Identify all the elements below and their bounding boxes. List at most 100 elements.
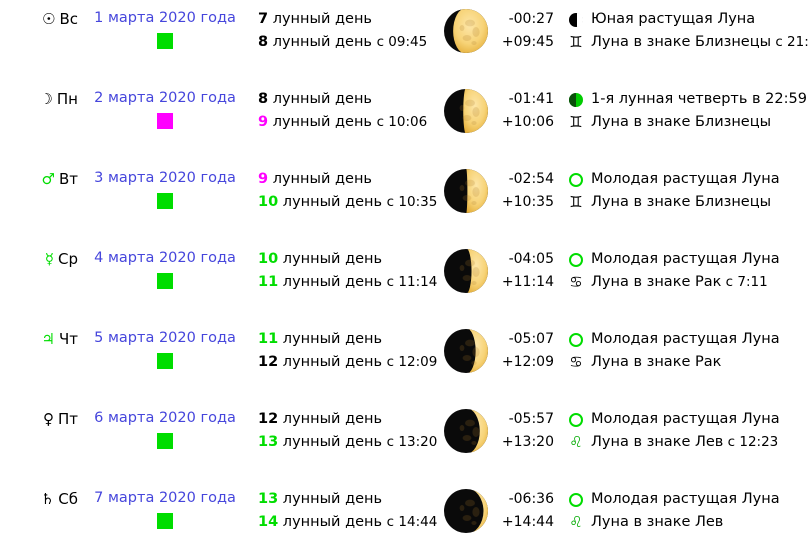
lunar-calendar-table: ☉ Вс 1 марта 2020 года 7 лунный день 8 лу… bbox=[0, 8, 808, 533]
lunar-days-cell: 12 лунный день 13 лунный день с 13:20 bbox=[258, 408, 438, 454]
moon-phase-waxing-gibbous bbox=[444, 409, 488, 453]
lunar-day-number: 8 bbox=[258, 34, 269, 50]
moon-phase-waxing-gibbous bbox=[444, 249, 488, 293]
lunar-day-label: лунный день bbox=[282, 434, 383, 450]
date-link[interactable]: 3 марта 2020 года bbox=[94, 170, 236, 186]
moon-info-cell: 1-я лунная четверть в 22:59 ♊ Луна в зна… bbox=[566, 88, 808, 134]
zodiac-line: ♊ Луна в знаке Близнецы bbox=[566, 191, 808, 214]
moonrise-offset: -02:54 bbox=[508, 171, 554, 187]
moon-info-cell: Молодая растущая Луна ♋ Луна в знаке Рак… bbox=[566, 248, 808, 294]
day-quality-chip bbox=[157, 33, 173, 49]
moonset-offset: +09:45 bbox=[501, 34, 554, 50]
date-link[interactable]: 4 марта 2020 года bbox=[94, 250, 236, 266]
weekday-label: Пн bbox=[56, 90, 78, 108]
day-quality-chip bbox=[157, 433, 173, 449]
lunar-day-line: 11 лунный день с 11:14 bbox=[258, 271, 438, 294]
lunar-day-label: лунный день bbox=[282, 491, 383, 507]
lunar-day-line: 7 лунный день bbox=[258, 8, 438, 31]
date-cell: 4 марта 2020 года bbox=[80, 250, 250, 289]
moon-growing-icon bbox=[569, 252, 583, 267]
lunar-day-number: 9 bbox=[258, 114, 269, 130]
zodiac-label: Луна в знаке Лев с 12:23 bbox=[591, 431, 778, 454]
moon-times-cell: -04:05 +11:14 bbox=[492, 248, 554, 294]
date-link[interactable]: 7 марта 2020 года bbox=[94, 490, 236, 506]
weekday-cell: ☽ Пн bbox=[0, 90, 78, 108]
lunar-day-label: лунный день bbox=[282, 514, 383, 530]
date-link[interactable]: 5 марта 2020 года bbox=[94, 330, 236, 346]
lunar-day-line: 13 лунный день bbox=[258, 488, 438, 511]
lunar-day-time: с 10:06 bbox=[376, 114, 428, 130]
moonset-offset: +13:20 bbox=[501, 434, 554, 450]
lunar-day-time: с 10:35 bbox=[386, 194, 438, 210]
lunar-day-time: с 12:09 bbox=[386, 354, 438, 370]
zodiac-sign-text: Луна в знаке Близнецы bbox=[591, 114, 772, 130]
gemini-icon: ♊ bbox=[569, 113, 583, 131]
lunar-day-time: с 11:14 bbox=[386, 274, 438, 290]
lunar-day-label: лунный день bbox=[282, 274, 383, 290]
day-quality-chip bbox=[157, 513, 173, 529]
day-quality-chip bbox=[157, 273, 173, 289]
lunar-day-label: лунный день bbox=[282, 251, 383, 267]
lunar-day-label: лунный день bbox=[272, 11, 372, 27]
date-link[interactable]: 6 марта 2020 года bbox=[94, 410, 236, 426]
weekday-cell: ☿ Ср bbox=[0, 250, 78, 268]
saturn-icon: ♄ bbox=[40, 490, 55, 508]
zodiac-time: с 7:11 bbox=[721, 274, 768, 290]
lunar-day-line: 9 лунный день с 10:06 bbox=[258, 111, 438, 134]
lunar-day-line: 10 лунный день с 10:35 bbox=[258, 191, 438, 214]
zodiac-sign-text: Луна в знаке Лев bbox=[591, 434, 724, 450]
date-cell: 6 марта 2020 года bbox=[80, 410, 250, 449]
zodiac-time: с 12:23 bbox=[723, 434, 779, 450]
moon-info-cell: Молодая растущая Луна ♌ Луна в знаке Лев… bbox=[566, 408, 808, 454]
venus-icon: ♀ bbox=[42, 410, 54, 428]
date-link[interactable]: 2 марта 2020 года bbox=[94, 90, 236, 106]
moon-image-cell bbox=[443, 488, 489, 534]
date-cell: 3 марта 2020 года bbox=[80, 170, 250, 209]
date-link[interactable]: 1 марта 2020 года bbox=[94, 10, 236, 26]
gemini-icon: ♊ bbox=[569, 33, 583, 51]
zodiac-line: ♋ Луна в знаке Рак с 7:11 bbox=[566, 271, 808, 294]
weekday-label: Чт bbox=[58, 330, 78, 348]
gemini-icon: ♊ bbox=[569, 193, 583, 211]
sun-icon: ☉ bbox=[42, 10, 56, 28]
lunar-days-cell: 13 лунный день 14 лунный день с 14:44 bbox=[258, 488, 438, 534]
lunar-days-cell: 7 лунный день 8 лунный день с 09:45 bbox=[258, 8, 438, 54]
moonrise-offset: -05:57 bbox=[508, 411, 554, 427]
calendar-day-row: ♄ Сб 7 марта 2020 года 13 лунный день 14 … bbox=[0, 480, 808, 560]
moon-growing-icon bbox=[569, 332, 583, 347]
lunar-day-number: 9 bbox=[258, 171, 269, 187]
zodiac-label: Луна в знаке Лев bbox=[591, 511, 723, 534]
phase-label: Молодая растущая Луна bbox=[591, 331, 780, 347]
zodiac-label: Луна в знаке Близнецы с 21:58 bbox=[591, 31, 808, 54]
moon-image-cell bbox=[443, 168, 489, 214]
weekday-label: Вт bbox=[58, 170, 78, 188]
zodiac-label: Луна в знаке Близнецы bbox=[591, 191, 771, 214]
date-cell: 2 марта 2020 года bbox=[80, 90, 250, 129]
phase-line: 1-я лунная четверть в 22:59 bbox=[566, 88, 808, 111]
moon-image-cell bbox=[443, 248, 489, 294]
zodiac-sign-text: Луна в знаке Лев bbox=[591, 514, 724, 530]
lunar-day-line: 8 лунный день bbox=[258, 88, 438, 111]
lunar-day-number: 12 bbox=[258, 411, 279, 427]
moon-phase-first-quarter bbox=[444, 89, 488, 133]
moon-info-cell: Юная растущая Луна ♊ Луна в знаке Близне… bbox=[566, 8, 808, 54]
lunar-days-cell: 10 лунный день 11 лунный день с 11:14 bbox=[258, 248, 438, 294]
date-cell: 5 марта 2020 года bbox=[80, 330, 250, 369]
phase-label: Молодая растущая Луна bbox=[591, 171, 780, 187]
weekday-cell: ♀ Пт bbox=[0, 410, 78, 428]
lunar-day-number: 11 bbox=[258, 331, 279, 347]
zodiac-line: ♋ Луна в знаке Рак bbox=[566, 351, 808, 374]
day-quality-chip bbox=[157, 353, 173, 369]
moon-times-cell: -01:41 +10:06 bbox=[492, 88, 554, 134]
lunar-day-number: 7 bbox=[258, 11, 269, 27]
moon-phase-waxing-crescent bbox=[444, 9, 488, 53]
lunar-day-line: 11 лунный день bbox=[258, 328, 438, 351]
moon-phase-waxing-gibbous bbox=[444, 329, 488, 373]
moon-icon: ☽ bbox=[39, 90, 53, 108]
moon-times-cell: -00:27 +09:45 bbox=[492, 8, 554, 54]
moon-image-cell bbox=[443, 328, 489, 374]
lunar-day-line: 14 лунный день с 14:44 bbox=[258, 511, 438, 534]
moonrise-offset: -01:41 bbox=[508, 91, 554, 107]
phase-label: Молодая растущая Луна bbox=[591, 411, 780, 427]
zodiac-line: ♊ Луна в знаке Близнецы с 21:58 bbox=[566, 31, 808, 54]
